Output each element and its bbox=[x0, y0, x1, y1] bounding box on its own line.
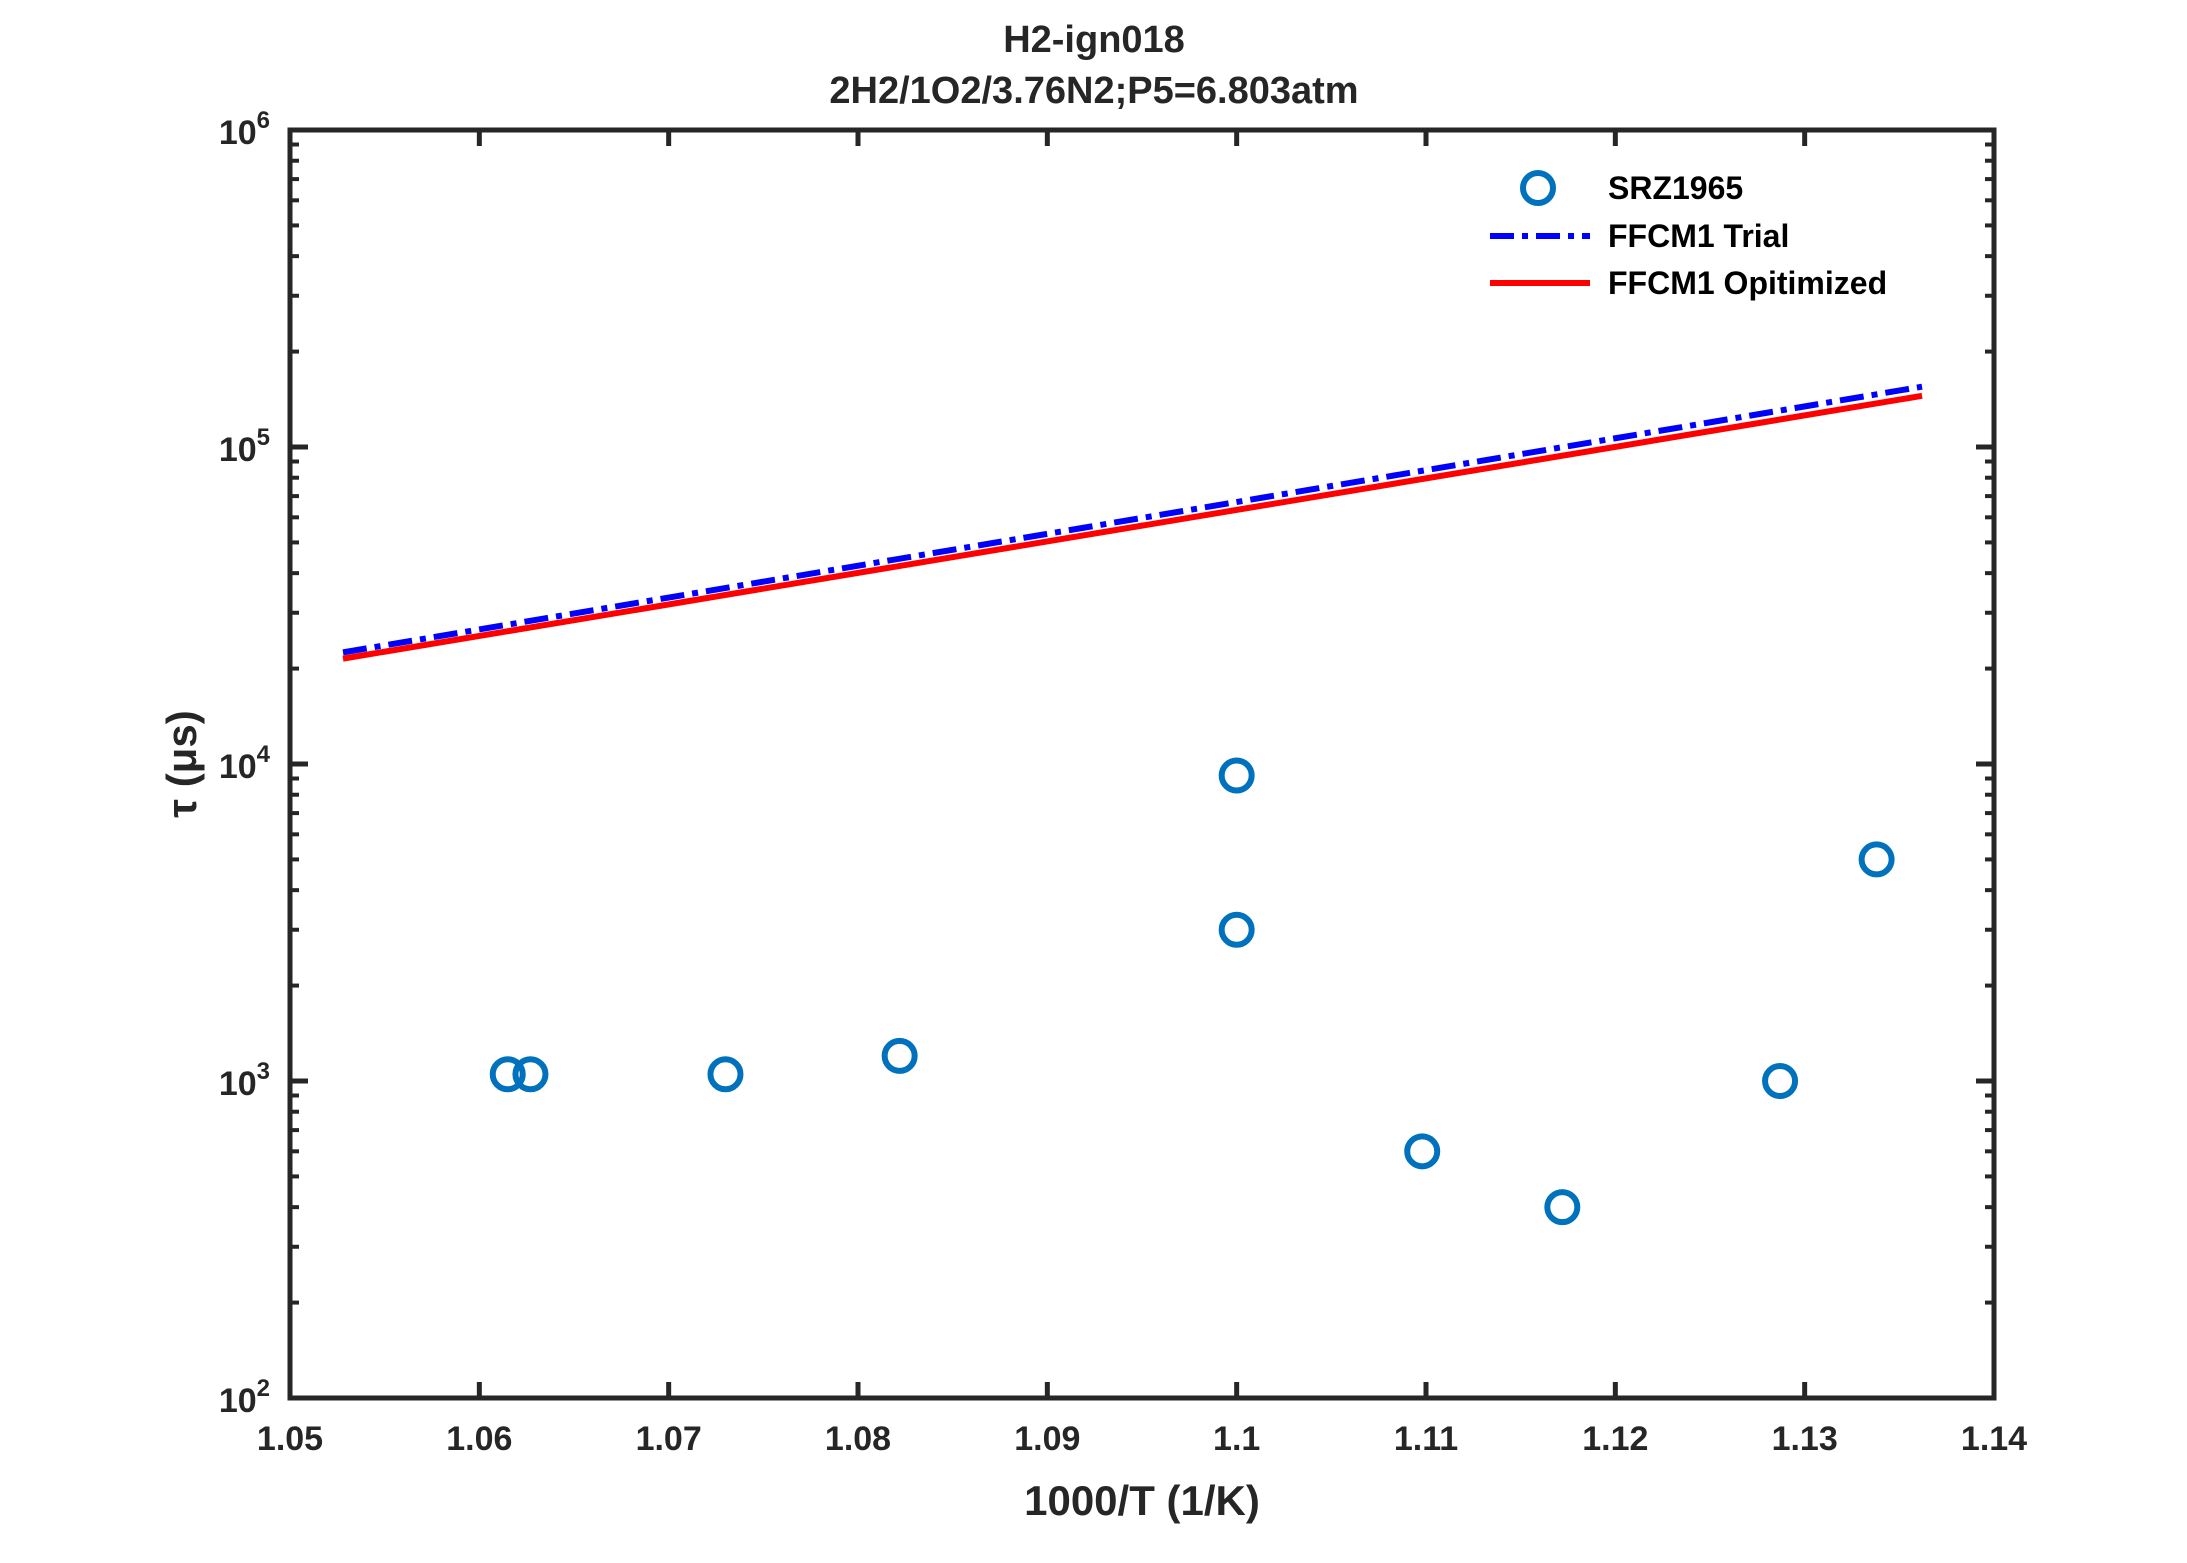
chart-subtitle: 2H2/1O2/3.76N2;P5=6.803atm bbox=[829, 70, 1358, 112]
data-point bbox=[707, 1056, 744, 1093]
legend-label: FFCM1 Trial bbox=[1608, 218, 1789, 254]
y-axis-ticks: 102 103 104 105 106 bbox=[219, 107, 1994, 1420]
series-line-ffcm1-trial bbox=[342, 383, 1923, 656]
x-axis-ticks: 1.05 1.06 1.07 1.08 1.09 1.1 1.11 1.12 1.13 1.14 bbox=[257, 130, 2027, 1458]
data-point bbox=[881, 1037, 918, 1074]
y-tick-label: 106 bbox=[219, 107, 270, 152]
data-point bbox=[1404, 1133, 1441, 1170]
x-tick-label: 1.14 bbox=[1961, 1420, 2027, 1458]
data-point bbox=[1858, 841, 1895, 878]
x-tick-label: 1.09 bbox=[1014, 1420, 1080, 1458]
x-tick-label: 1.08 bbox=[825, 1420, 891, 1458]
y-tick-label: 102 bbox=[219, 1375, 270, 1420]
y-tick-label: 104 bbox=[219, 741, 271, 786]
x-tick-label: 1.12 bbox=[1582, 1420, 1648, 1458]
data-point bbox=[1762, 1063, 1799, 1099]
plot-lines bbox=[342, 381, 1923, 662]
series-line-ffcm1-optimized bbox=[342, 392, 1923, 662]
chart-title: H2-ign018 bbox=[1003, 19, 1185, 61]
x-tick-label: 1.13 bbox=[1772, 1420, 1838, 1458]
data-point bbox=[489, 1056, 526, 1093]
y-axis-label: τ (μs) bbox=[158, 710, 205, 817]
data-point bbox=[1218, 911, 1255, 948]
data-point bbox=[1544, 1189, 1581, 1226]
legend: SRZ1965 FFCM1 Trial FFCM1 Opitimized bbox=[1490, 170, 1887, 301]
x-tick-label: 1.1 bbox=[1213, 1420, 1260, 1458]
data-point bbox=[512, 1056, 549, 1093]
x-tick-label: 1.06 bbox=[446, 1420, 512, 1458]
y-tick-label: 103 bbox=[219, 1058, 270, 1103]
x-tick-label: 1.05 bbox=[257, 1420, 323, 1458]
x-axis-label: 1000/T (1/K) bbox=[1024, 1477, 1260, 1524]
legend-marker-srz1965 bbox=[1520, 170, 1556, 206]
data-point bbox=[1218, 757, 1255, 794]
legend-label: FFCM1 Opitimized bbox=[1608, 265, 1887, 301]
y-tick-label: 105 bbox=[219, 424, 270, 469]
x-tick-label: 1.11 bbox=[1394, 1420, 1458, 1458]
x-tick-label: 1.07 bbox=[636, 1420, 702, 1458]
plot-markers bbox=[489, 757, 1895, 1226]
legend-label: SRZ1965 bbox=[1608, 170, 1743, 206]
axes-box bbox=[287, 127, 1997, 1401]
